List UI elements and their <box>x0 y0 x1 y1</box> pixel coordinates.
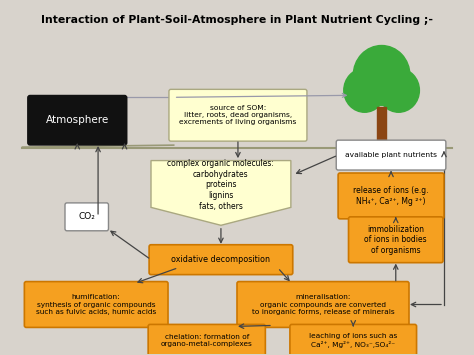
FancyBboxPatch shape <box>24 282 168 327</box>
FancyBboxPatch shape <box>336 140 446 170</box>
Circle shape <box>344 69 385 112</box>
Bar <box>377 107 386 145</box>
FancyBboxPatch shape <box>338 173 444 219</box>
Circle shape <box>378 69 419 112</box>
FancyBboxPatch shape <box>290 324 417 355</box>
Text: humification:
synthesis of organic compounds
such as fulvic acids, humic acids: humification: synthesis of organic compo… <box>36 294 156 315</box>
Text: Interaction of Plant-Soil-Atmosphere in Plant Nutrient Cycling ;-: Interaction of Plant-Soil-Atmosphere in … <box>41 15 433 24</box>
Text: release of ions (e.g.
NH₄⁺, Ca²⁺, Mg ²⁺): release of ions (e.g. NH₄⁺, Ca²⁺, Mg ²⁺) <box>353 186 429 206</box>
FancyBboxPatch shape <box>237 282 409 327</box>
Circle shape <box>353 45 410 105</box>
Polygon shape <box>151 160 291 225</box>
FancyBboxPatch shape <box>348 217 443 263</box>
Text: leaching of ions such as
Ca²⁺, Mg²⁺, NO₃⁻,SO₄²⁻: leaching of ions such as Ca²⁺, Mg²⁺, NO₃… <box>309 333 397 348</box>
Text: immobilization
of ions in bodies
of organisms: immobilization of ions in bodies of orga… <box>365 224 427 255</box>
Text: complex organic molecules:
carbohydrates
proteins
lignins
fats, others: complex organic molecules: carbohydrates… <box>167 159 274 211</box>
Text: oxidative decomposition: oxidative decomposition <box>172 255 271 264</box>
Text: chelation: formation of
organo-metal-complexes: chelation: formation of organo-metal-com… <box>161 334 253 347</box>
FancyBboxPatch shape <box>149 245 293 275</box>
Text: mineralisation:
organic compounds are converted
to inorganic forms, release of m: mineralisation: organic compounds are co… <box>252 294 394 315</box>
Text: available plant nutrients: available plant nutrients <box>345 152 437 158</box>
FancyBboxPatch shape <box>28 96 127 144</box>
Text: source of SOM:
litter, roots, dead organisms,
excrements of living organisms: source of SOM: litter, roots, dead organ… <box>179 105 297 126</box>
Text: Atmosphere: Atmosphere <box>46 115 109 125</box>
Text: CO₂: CO₂ <box>78 212 95 222</box>
FancyBboxPatch shape <box>148 324 265 355</box>
FancyBboxPatch shape <box>169 89 307 141</box>
FancyBboxPatch shape <box>65 203 109 231</box>
